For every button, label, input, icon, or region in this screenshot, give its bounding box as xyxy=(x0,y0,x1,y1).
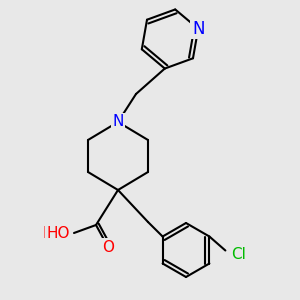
Text: HO: HO xyxy=(43,226,66,241)
Text: HO: HO xyxy=(46,226,70,241)
Text: N: N xyxy=(112,115,124,130)
Text: Cl: Cl xyxy=(231,247,246,262)
Text: N: N xyxy=(192,20,204,38)
Text: O: O xyxy=(102,239,114,254)
